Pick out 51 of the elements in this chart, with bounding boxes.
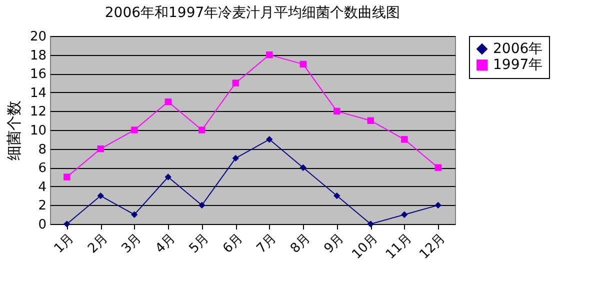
y-tick-label: 6 — [38, 161, 46, 176]
point — [334, 192, 340, 200]
y-tick-label: 18 — [30, 48, 46, 64]
x-tick-label: 11月 — [383, 230, 415, 262]
y-tick-label: 2 — [38, 198, 46, 214]
x-tick-label: 2月 — [85, 230, 112, 256]
chart-title: 2006年和1997年冷麦汁月平均细菌个数曲线图 — [104, 5, 400, 21]
legend-label: 1997年 — [493, 57, 543, 73]
x-tick-label: 12月 — [417, 230, 449, 262]
point — [300, 164, 306, 171]
x-tick-label: 4月 — [152, 230, 179, 256]
y-tick-label: 8 — [38, 142, 46, 158]
x-tick-label: 10月 — [350, 230, 382, 262]
point — [64, 220, 70, 228]
y-tick-label: 0 — [38, 218, 46, 232]
y-tick-label: 10 — [30, 124, 46, 138]
y-axis-title: 细菌个数 — [4, 100, 23, 160]
point — [266, 136, 273, 143]
point — [334, 108, 340, 115]
point — [401, 211, 408, 218]
x-tick-label: 3月 — [119, 230, 145, 256]
y-tick-label: 4 — [38, 180, 46, 195]
point — [164, 98, 172, 106]
y-tick-label: 20 — [30, 30, 46, 44]
point — [64, 174, 70, 180]
legend-label: 2006年 — [493, 41, 543, 57]
x-tick-label: 8月 — [288, 230, 314, 256]
point — [401, 136, 408, 143]
point — [198, 202, 206, 209]
y-tick-label: 16 — [30, 67, 46, 82]
x-tick-label: 7月 — [254, 230, 280, 256]
point — [367, 220, 374, 228]
point — [232, 154, 239, 162]
x-tick-label: 5月 — [186, 230, 212, 256]
y-tick-label: 12 — [30, 104, 46, 120]
point — [97, 145, 104, 152]
x-tick-label: 1月 — [52, 230, 78, 256]
point — [367, 117, 374, 124]
point — [97, 192, 104, 200]
x-tick-label: 6月 — [220, 230, 246, 256]
point — [434, 164, 442, 171]
point — [266, 51, 273, 58]
x-tick-label: 9月 — [322, 230, 348, 256]
point — [131, 126, 138, 134]
point — [232, 80, 239, 86]
y-tick-label: 14 — [30, 86, 46, 101]
point — [164, 174, 172, 180]
point — [198, 126, 206, 134]
point — [300, 60, 306, 68]
point — [434, 202, 442, 209]
point — [131, 211, 138, 218]
